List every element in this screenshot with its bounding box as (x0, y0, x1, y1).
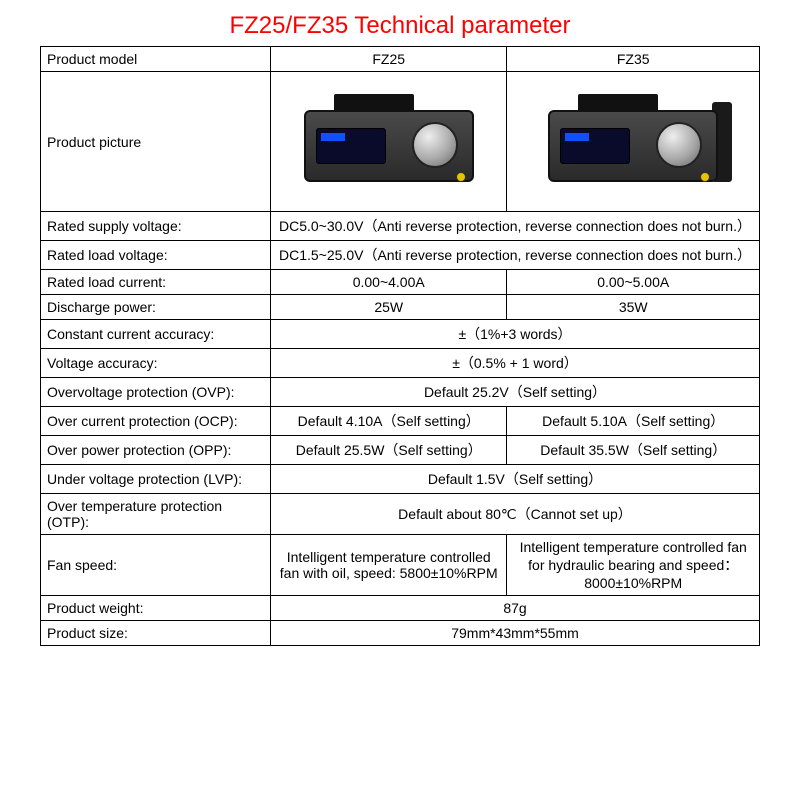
product-picture-fz25 (271, 72, 507, 212)
table-row: Over temperature protection (OTP): Defau… (41, 494, 760, 535)
cell-value: Default about 80℃（Cannot set up） (271, 494, 760, 535)
cell-value: Default 35.5W（Self setting） (507, 436, 760, 465)
product-picture-fz35 (507, 72, 760, 212)
cell-value: Default 25.5W（Self setting） (271, 436, 507, 465)
row-label: Over current protection (OCP): (41, 407, 271, 436)
device-icon (538, 92, 728, 192)
cell-value: 0.00~4.00A (271, 270, 507, 295)
table-row: Over power protection (OPP): Default 25.… (41, 436, 760, 465)
cell-value: Default 25.2V（Self setting） (271, 378, 760, 407)
row-label: Product size: (41, 621, 271, 646)
table-row: Rated supply voltage: DC5.0~30.0V（Anti r… (41, 212, 760, 241)
row-label: Over power protection (OPP): (41, 436, 271, 465)
cell-value: 25W (271, 295, 507, 320)
table-row: Fan speed: Intelligent temperature contr… (41, 535, 760, 596)
row-label: Rated load current: (41, 270, 271, 295)
row-label: Product model (41, 47, 271, 72)
row-label: Product picture (41, 72, 271, 212)
row-label: Rated supply voltage: (41, 212, 271, 241)
cell-value: 79mm*43mm*55mm (271, 621, 760, 646)
spec-table: Product model FZ25 FZ35 Product picture … (40, 46, 760, 646)
row-label: Over temperature protection (OTP): (41, 494, 271, 535)
table-row: Rated load current: 0.00~4.00A 0.00~5.00… (41, 270, 760, 295)
col-fz35-header: FZ35 (507, 47, 760, 72)
table-row: Discharge power: 25W 35W (41, 295, 760, 320)
cell-value: 87g (271, 596, 760, 621)
cell-value: 35W (507, 295, 760, 320)
row-label: Discharge power: (41, 295, 271, 320)
cell-value: DC5.0~30.0V（Anti reverse protection, rev… (271, 212, 760, 241)
row-label: Constant current accuracy: (41, 320, 271, 349)
cell-value: DC1.5~25.0V（Anti reverse protection, rev… (271, 241, 760, 270)
table-row: Product model FZ25 FZ35 (41, 47, 760, 72)
col-fz25-header: FZ25 (271, 47, 507, 72)
row-label: Overvoltage protection (OVP): (41, 378, 271, 407)
cell-value: Default 5.10A（Self setting） (507, 407, 760, 436)
row-label: Product weight: (41, 596, 271, 621)
cell-value: Default 4.10A（Self setting） (271, 407, 507, 436)
row-label: Fan speed: (41, 535, 271, 596)
cell-value: Intelligent temperature controlled fan f… (507, 535, 760, 596)
page-title: FZ25/FZ35 Technical parameter (229, 12, 570, 40)
table-row: Over current protection (OCP): Default 4… (41, 407, 760, 436)
table-row: Rated load voltage: DC1.5~25.0V（Anti rev… (41, 241, 760, 270)
cell-value: ±（1%+3 words） (271, 320, 760, 349)
row-label: Voltage accuracy: (41, 349, 271, 378)
row-label: Rated load voltage: (41, 241, 271, 270)
cell-value: 0.00~5.00A (507, 270, 760, 295)
table-row: Constant current accuracy: ±（1%+3 words） (41, 320, 760, 349)
table-row: Voltage accuracy: ±（0.5% + 1 word） (41, 349, 760, 378)
device-icon (294, 92, 484, 192)
cell-value: Default 1.5V（Self setting） (271, 465, 760, 494)
cell-value: Intelligent temperature controlled fan w… (271, 535, 507, 596)
cell-value: ±（0.5% + 1 word） (271, 349, 760, 378)
table-row: Overvoltage protection (OVP): Default 25… (41, 378, 760, 407)
table-row: Product picture (41, 72, 760, 212)
table-row: Product weight: 87g (41, 596, 760, 621)
row-label: Under voltage protection (LVP): (41, 465, 271, 494)
table-row: Under voltage protection (LVP): Default … (41, 465, 760, 494)
table-row: Product size: 79mm*43mm*55mm (41, 621, 760, 646)
